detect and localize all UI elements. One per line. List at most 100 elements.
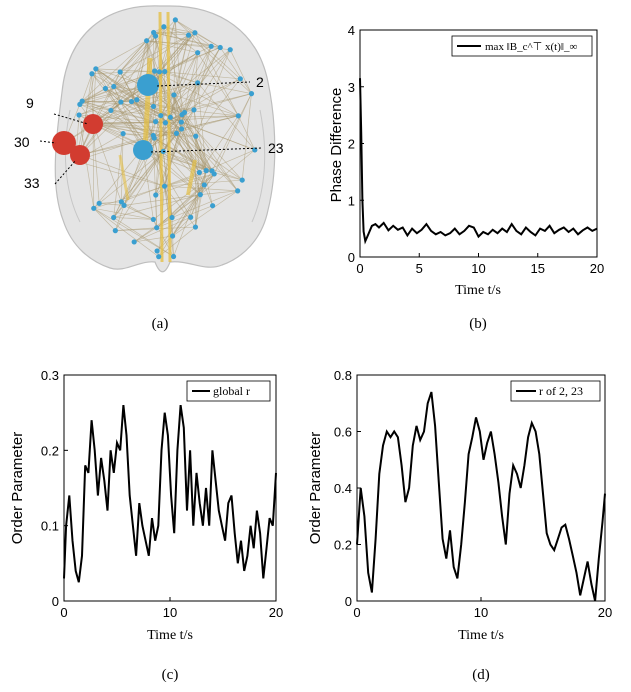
brain-node	[192, 224, 199, 230]
brain-node	[154, 248, 160, 254]
y-tick-label-d: 0.2	[334, 538, 352, 553]
brain-edge	[180, 121, 201, 195]
brain-node	[108, 107, 114, 114]
brain-edge	[176, 133, 243, 181]
brain-edge	[78, 84, 149, 116]
brain-node	[185, 32, 192, 38]
brain-node	[152, 68, 158, 74]
brain-node	[93, 66, 99, 72]
brain-node	[170, 253, 177, 260]
brain-node	[227, 47, 233, 53]
ylabel-c: Order Parameter	[9, 432, 26, 545]
brain-edge	[121, 128, 182, 203]
brain-node	[197, 192, 203, 198]
brain-node	[131, 239, 137, 245]
brain-edge	[164, 170, 213, 187]
y-tick-label-d: 0.8	[334, 368, 352, 383]
series-line-c	[63, 404, 277, 583]
brain-node	[195, 50, 201, 56]
series-line-d	[356, 391, 606, 602]
brain-edge	[195, 170, 207, 228]
hub-node-30	[52, 131, 76, 155]
brain-node	[158, 112, 164, 119]
brain-edge	[115, 149, 144, 231]
brain-node	[151, 29, 157, 36]
brain-edge	[110, 110, 161, 116]
plot-frame-d	[356, 374, 606, 602]
brain-edge	[79, 84, 149, 105]
brain-nodes	[73, 17, 258, 260]
x-tick-label-d: 20	[598, 605, 612, 620]
brain-node	[112, 228, 118, 234]
brain-edge	[75, 160, 165, 187]
brain-node	[156, 254, 162, 260]
brain-node	[169, 214, 175, 221]
y-tick-label-c: 0.3	[41, 368, 59, 383]
brain-edge	[93, 207, 154, 220]
brain-edge	[98, 151, 164, 204]
brain-node	[120, 131, 126, 137]
brain-edge	[171, 173, 215, 218]
brain-node	[203, 168, 209, 174]
y-tick-label-b: 2	[348, 137, 355, 152]
x-tick-label-d: 0	[353, 605, 360, 620]
brain-node	[210, 203, 216, 209]
brain-node	[193, 133, 199, 139]
brain-edge	[200, 149, 256, 195]
brain-edge	[95, 68, 115, 87]
brain-edge	[184, 46, 212, 113]
brain-edge	[131, 101, 194, 111]
brain-edge	[164, 185, 238, 192]
brain-node	[111, 214, 117, 221]
brain-edge	[170, 35, 189, 118]
brain-edge	[147, 84, 197, 137]
brain-edge	[149, 112, 185, 150]
brain-edge	[79, 104, 154, 136]
brain-node	[172, 17, 178, 23]
caption-d: (d)	[472, 667, 490, 683]
brain-edge	[93, 208, 116, 231]
brain-edge	[99, 201, 122, 204]
brain-edge	[171, 217, 173, 236]
brain-node	[76, 112, 82, 118]
brain-node	[181, 109, 188, 116]
brain-edge	[91, 73, 154, 136]
brain-node	[150, 132, 156, 139]
series-line-b	[359, 78, 598, 245]
legend-box-b	[451, 35, 593, 57]
brain-edge	[156, 205, 213, 229]
brain-edge	[120, 34, 189, 73]
brain-edge	[156, 184, 205, 228]
node-label-2: 2	[256, 74, 264, 90]
chart-d: 0 10 20 0 0.2 0.4 0.6 0.8 r of 2, 23 Order Para…	[307, 368, 612, 643]
y-tick-label-c: 0.2	[41, 443, 59, 458]
brain-edge	[79, 99, 138, 156]
brain-edge	[173, 49, 231, 96]
brain-node	[121, 202, 127, 209]
brain-edge	[134, 235, 173, 243]
brain-node	[111, 83, 117, 90]
brain-edge	[131, 40, 147, 102]
brain-node	[118, 99, 124, 105]
brain-node	[89, 71, 95, 77]
brain-edge	[79, 104, 111, 111]
brain-node	[248, 91, 255, 97]
brain-edge	[113, 217, 174, 257]
brain-node	[153, 119, 159, 125]
brain-edge	[170, 49, 231, 118]
brain-node	[161, 24, 167, 30]
brain-edge	[92, 106, 154, 125]
brain-node	[237, 76, 243, 82]
brain-edge	[123, 122, 166, 206]
x-tick-label-b: 10	[471, 261, 485, 276]
brain-edge	[158, 226, 196, 257]
brain-edge	[120, 101, 156, 122]
chart-c: 0 10 20 0 0.1 0.2 0.3 global r Order Parameter…	[9, 368, 283, 643]
y-tick-label-b: 0	[348, 250, 355, 265]
axis-ticks-d: 0 10 20 0 0.2 0.4 0.6 0.8	[334, 368, 612, 620]
brain-edge	[165, 122, 207, 171]
brain-edge	[197, 47, 221, 83]
caption-c: (c)	[162, 667, 179, 683]
brain-node	[153, 192, 159, 198]
